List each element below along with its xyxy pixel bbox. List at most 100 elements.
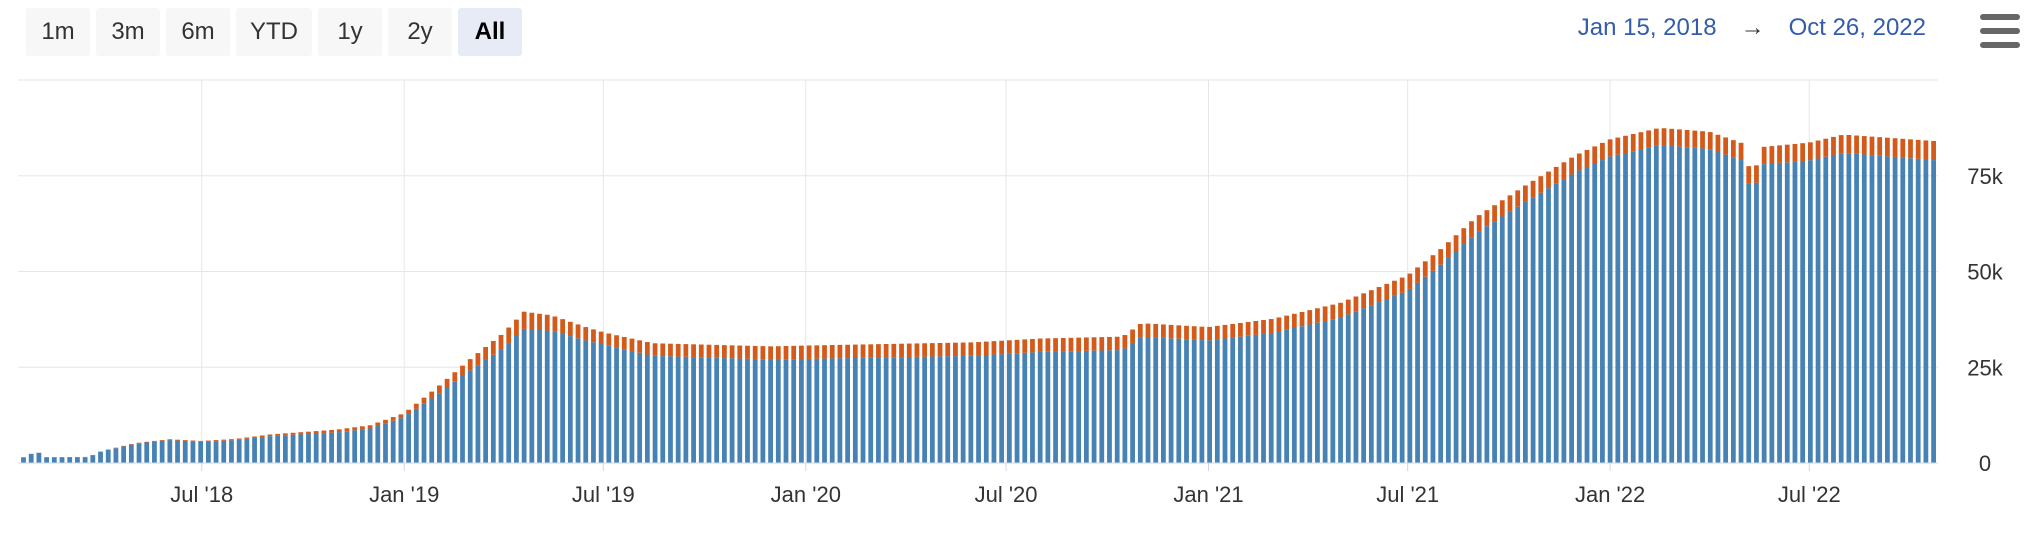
bar-series-2 <box>968 342 974 356</box>
bar-series-2 <box>1584 149 1590 167</box>
bar-series-2 <box>198 440 204 442</box>
bar-series-1 <box>729 358 735 463</box>
bar-series-1 <box>213 441 219 463</box>
x-tick-label: Jul '21 <box>1376 482 1439 507</box>
bar-series-1 <box>313 433 319 463</box>
bar-series-1 <box>475 365 481 463</box>
bar-series-1 <box>267 436 273 463</box>
bar-series-1 <box>1769 163 1775 464</box>
bar-series-2 <box>845 344 851 359</box>
bar-series-1 <box>1915 158 1921 463</box>
bar-series-1 <box>1191 339 1197 463</box>
bar-series-1 <box>1399 292 1405 463</box>
bar-series-1 <box>521 328 527 463</box>
bar-series-2 <box>1692 130 1698 148</box>
bar-series-1 <box>1607 156 1613 463</box>
bar-series-1 <box>1145 336 1151 463</box>
range-button-all[interactable]: All <box>458 8 522 56</box>
bar-series-2 <box>652 343 658 356</box>
bar-series-2 <box>868 344 874 358</box>
bar-series-2 <box>1530 180 1536 198</box>
bar-series-1 <box>244 438 250 463</box>
bar-series-2 <box>298 432 304 435</box>
bar-series-2 <box>1877 137 1883 156</box>
bar-series-2 <box>1214 325 1220 340</box>
bar-series-2 <box>336 429 342 433</box>
bar-series-1 <box>845 358 851 463</box>
bar-series-2 <box>1199 326 1205 341</box>
bar-series-2 <box>860 344 866 358</box>
range-button-1m[interactable]: 1m <box>26 8 90 56</box>
bar-series-1 <box>1908 158 1913 464</box>
bar-series-2 <box>937 342 943 357</box>
range-button-2y[interactable]: 2y <box>388 8 452 56</box>
bar-series-2 <box>1083 337 1089 351</box>
bar-series-1 <box>637 352 643 463</box>
range-button-6m[interactable]: 6m <box>166 8 230 56</box>
bar-series-2 <box>1368 290 1374 306</box>
bar-series-1 <box>1700 148 1705 464</box>
bar-series-1 <box>1268 333 1274 463</box>
bar-series-2 <box>1091 337 1097 351</box>
bar-series-2 <box>1376 287 1382 303</box>
bar-series-2 <box>1499 200 1505 217</box>
bar-series-1 <box>1284 329 1290 463</box>
bar-series-2 <box>1646 130 1652 148</box>
bar-series-1 <box>1253 334 1259 463</box>
bar-series-1 <box>575 338 581 463</box>
bar-series-1 <box>1661 145 1667 463</box>
bar-series-1 <box>252 437 257 463</box>
bar-series-1 <box>229 440 234 463</box>
bar-series-1 <box>914 356 920 463</box>
bar-series-2 <box>945 342 951 357</box>
bar-series-1 <box>429 398 435 463</box>
bar-series-1 <box>1030 352 1035 463</box>
bar-series-2 <box>1230 323 1236 338</box>
bar-series-2 <box>1122 335 1128 349</box>
bar-series-1 <box>1338 317 1343 463</box>
range-button-1y[interactable]: 1y <box>318 8 382 56</box>
bar-series-2 <box>729 345 735 359</box>
bar-series-2 <box>313 431 319 434</box>
bar-series-1 <box>1623 153 1628 463</box>
bar-series-1 <box>205 441 211 463</box>
range-button-ytd[interactable]: YTD <box>236 8 312 56</box>
bar-series-1 <box>1430 270 1436 463</box>
bar-series-1 <box>1484 226 1490 463</box>
bar-series-2 <box>460 365 465 377</box>
bar-series-2 <box>683 344 689 357</box>
bar-series-2 <box>529 312 535 330</box>
bar-series-1 <box>1777 162 1782 463</box>
bar-series-2 <box>976 342 981 356</box>
date-range-from[interactable]: Jan 15, 2018 <box>1577 14 1717 41</box>
bar-series-1 <box>1307 324 1313 463</box>
bar-series-2 <box>768 346 773 360</box>
bar-series-2 <box>544 314 550 331</box>
bar-series-1 <box>860 357 866 463</box>
bar-series-1 <box>67 457 73 463</box>
bar-series-1 <box>1037 351 1043 463</box>
bar-series-2 <box>714 344 720 358</box>
bar-series-2 <box>614 335 619 348</box>
bar-series-2 <box>267 434 273 437</box>
bar-series-1 <box>1669 146 1675 464</box>
bar-series-1 <box>721 358 727 463</box>
hamburger-menu-icon[interactable] <box>1980 14 2020 48</box>
bar-series-1 <box>1715 152 1721 463</box>
bar-series-1 <box>1738 160 1744 463</box>
bar-series-2 <box>182 440 188 441</box>
bar-series-1 <box>1107 350 1112 463</box>
bar-series-2 <box>1638 132 1644 150</box>
bar-series-1 <box>1831 154 1836 463</box>
bar-series-2 <box>606 333 612 346</box>
bar-series-1 <box>537 330 542 463</box>
range-button-3m[interactable]: 3m <box>96 8 160 56</box>
bar-series-1 <box>1792 161 1798 463</box>
date-range-to[interactable]: Oct 26, 2022 <box>1788 14 1926 41</box>
bar-series-1 <box>591 342 596 463</box>
bar-series-1 <box>668 356 673 463</box>
bar-series-2 <box>1130 329 1135 343</box>
bar-series-1 <box>1807 160 1813 463</box>
bar-series-1 <box>598 344 604 463</box>
bar-series-1 <box>883 357 889 463</box>
